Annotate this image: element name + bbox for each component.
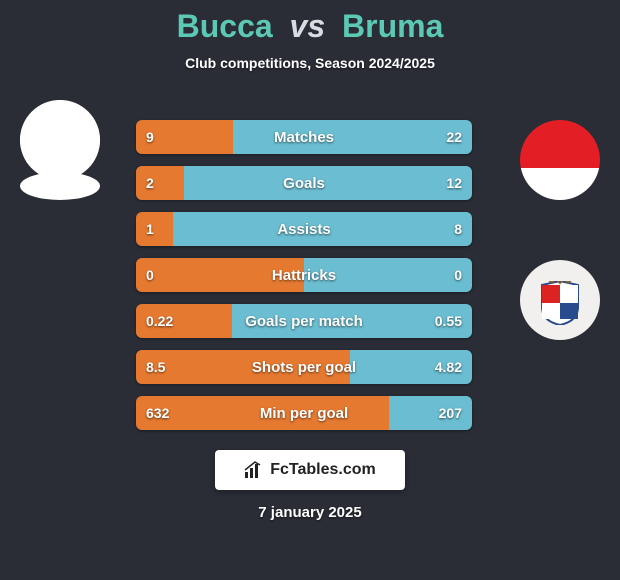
player-2-avatar — [520, 120, 600, 200]
bar-value-right: 12 — [446, 166, 462, 200]
bar-row: Assists1 8 — [136, 212, 472, 246]
bar-row: Matches9 22 — [136, 120, 472, 154]
player-1-club-crest — [20, 160, 100, 240]
bar-value-right: 4.82 — [435, 350, 462, 384]
bar-row: Goals per match0.22 0.55 — [136, 304, 472, 338]
subtitle: Club competitions, Season 2024/2025 — [0, 55, 620, 71]
bar-label: Shots per goal — [136, 350, 472, 384]
player-1-name: Bucca — [177, 8, 273, 44]
bar-value-right: 0.55 — [435, 304, 462, 338]
bar-value-right: 8 — [454, 212, 462, 246]
bar-label: Min per goal — [136, 396, 472, 430]
bar-value-right: 207 — [439, 396, 462, 430]
bar-label: Goals — [136, 166, 472, 200]
bar-row: Hattricks0 0 — [136, 258, 472, 292]
main-container: Bucca vs Bruma Club competitions, Season… — [0, 0, 620, 580]
bar-label: Goals per match — [136, 304, 472, 338]
branding-text: FcTables.com — [270, 461, 376, 479]
versus-label: vs — [282, 8, 334, 44]
comparison-bars: Matches9 22 Goals2 12 Assists1 8 Hattricks0 0 Go… — [136, 120, 472, 442]
bar-value-left: 2 — [146, 166, 154, 200]
shield-icon — [540, 281, 580, 325]
bar-label: Assists — [136, 212, 472, 246]
braga-crest — [520, 260, 600, 340]
bar-row: Shots per goal8.5 4.82 — [136, 350, 472, 384]
player-2-club-crest — [520, 260, 600, 340]
bar-value-right: 0 — [454, 258, 462, 292]
crest-placeholder — [20, 172, 100, 200]
chart-icon — [244, 460, 264, 480]
bar-value-left: 8.5 — [146, 350, 165, 384]
player-2-avatar-flag — [520, 120, 600, 200]
bar-label: Hattricks — [136, 258, 472, 292]
bar-value-right: 22 — [446, 120, 462, 154]
bar-value-left: 0 — [146, 258, 154, 292]
bar-label: Matches — [136, 120, 472, 154]
bar-value-left: 1 — [146, 212, 154, 246]
bar-value-left: 9 — [146, 120, 154, 154]
player-2-name: Bruma — [342, 8, 443, 44]
branding-badge[interactable]: FcTables.com — [215, 450, 405, 490]
bar-row: Min per goal632 207 — [136, 396, 472, 430]
date-label: 7 january 2025 — [258, 504, 361, 521]
page-title: Bucca vs Bruma — [0, 0, 620, 45]
bar-value-left: 0.22 — [146, 304, 173, 338]
bar-value-left: 632 — [146, 396, 169, 430]
bar-row: Goals2 12 — [136, 166, 472, 200]
